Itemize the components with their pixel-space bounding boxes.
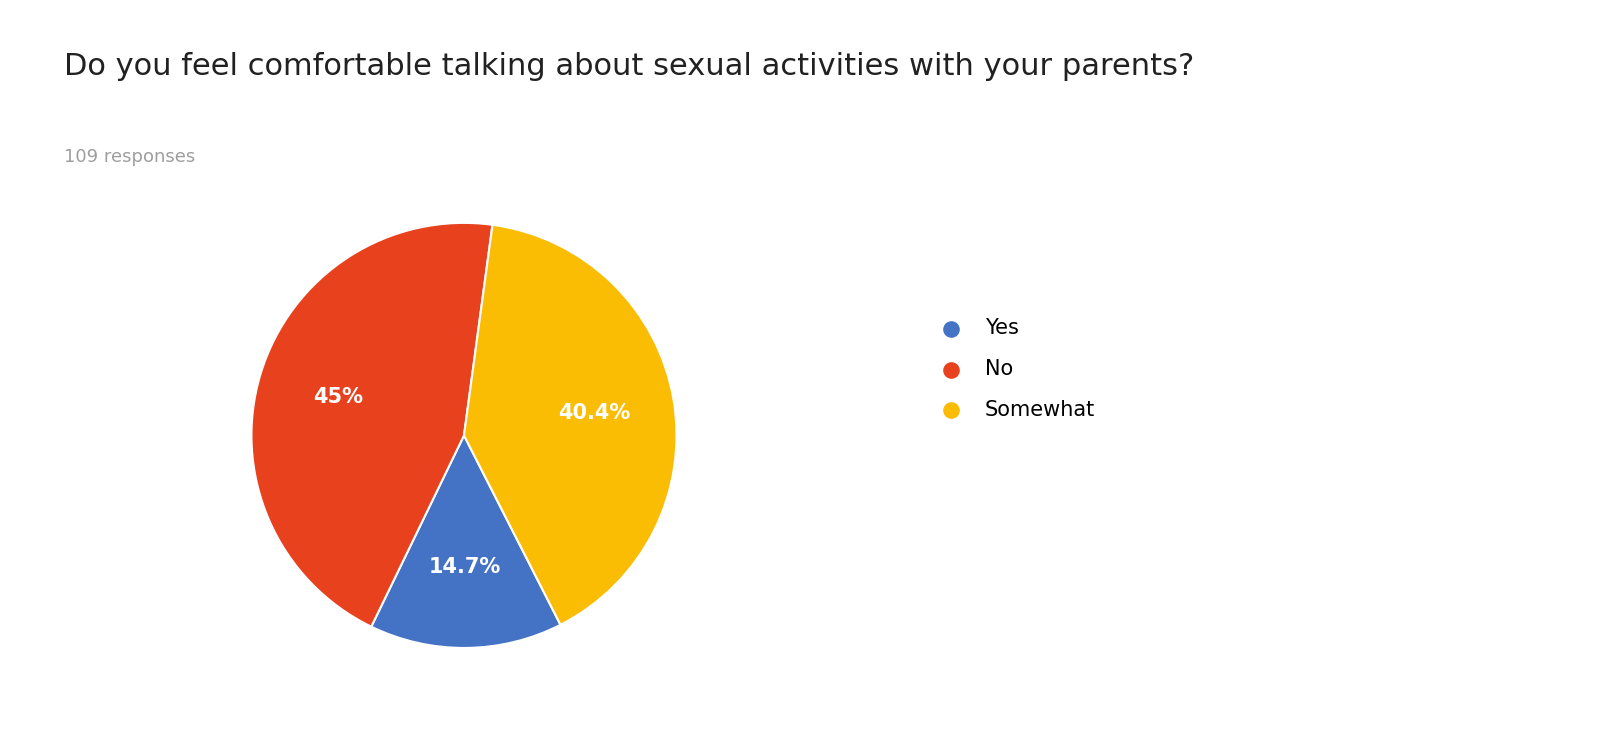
Text: 109 responses: 109 responses	[64, 148, 195, 165]
Text: 40.4%: 40.4%	[558, 404, 630, 424]
Text: 45%: 45%	[314, 387, 363, 407]
Wedge shape	[371, 435, 560, 648]
Wedge shape	[251, 223, 493, 627]
Wedge shape	[464, 225, 677, 625]
Text: Do you feel comfortable talking about sexual activities with your parents?: Do you feel comfortable talking about se…	[64, 52, 1194, 80]
Legend: Yes, No, Somewhat: Yes, No, Somewhat	[931, 318, 1094, 420]
Text: 14.7%: 14.7%	[429, 557, 501, 577]
